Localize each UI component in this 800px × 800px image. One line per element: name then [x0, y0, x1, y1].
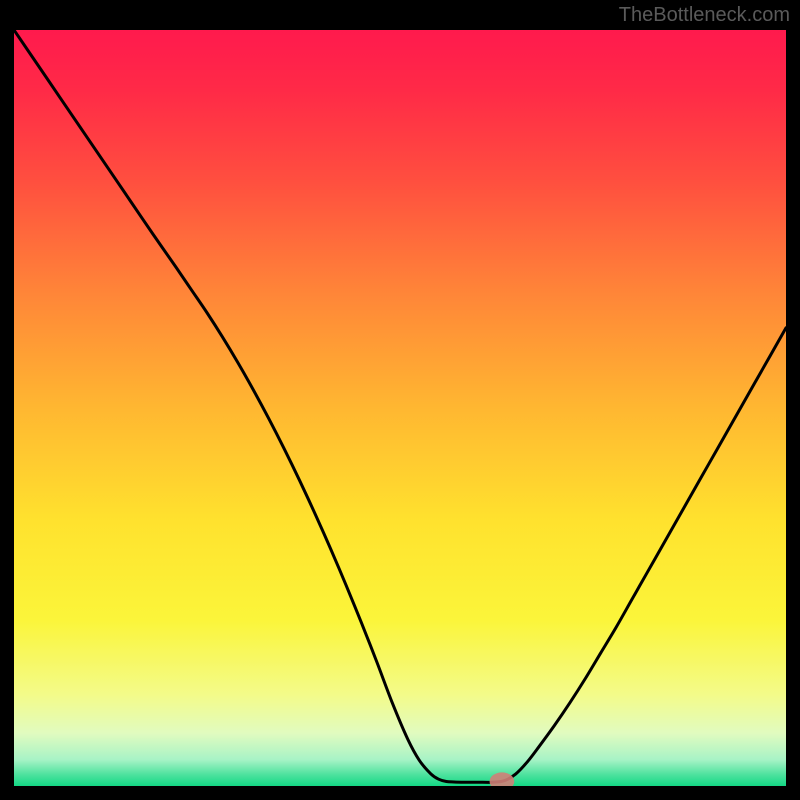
chart-background-gradient: [14, 30, 786, 786]
chart-outer-frame: [0, 0, 800, 800]
bottleneck-curve-chart: [14, 30, 786, 786]
chart-plot-area: [14, 30, 786, 786]
watermark-text: TheBottleneck.com: [619, 4, 790, 27]
